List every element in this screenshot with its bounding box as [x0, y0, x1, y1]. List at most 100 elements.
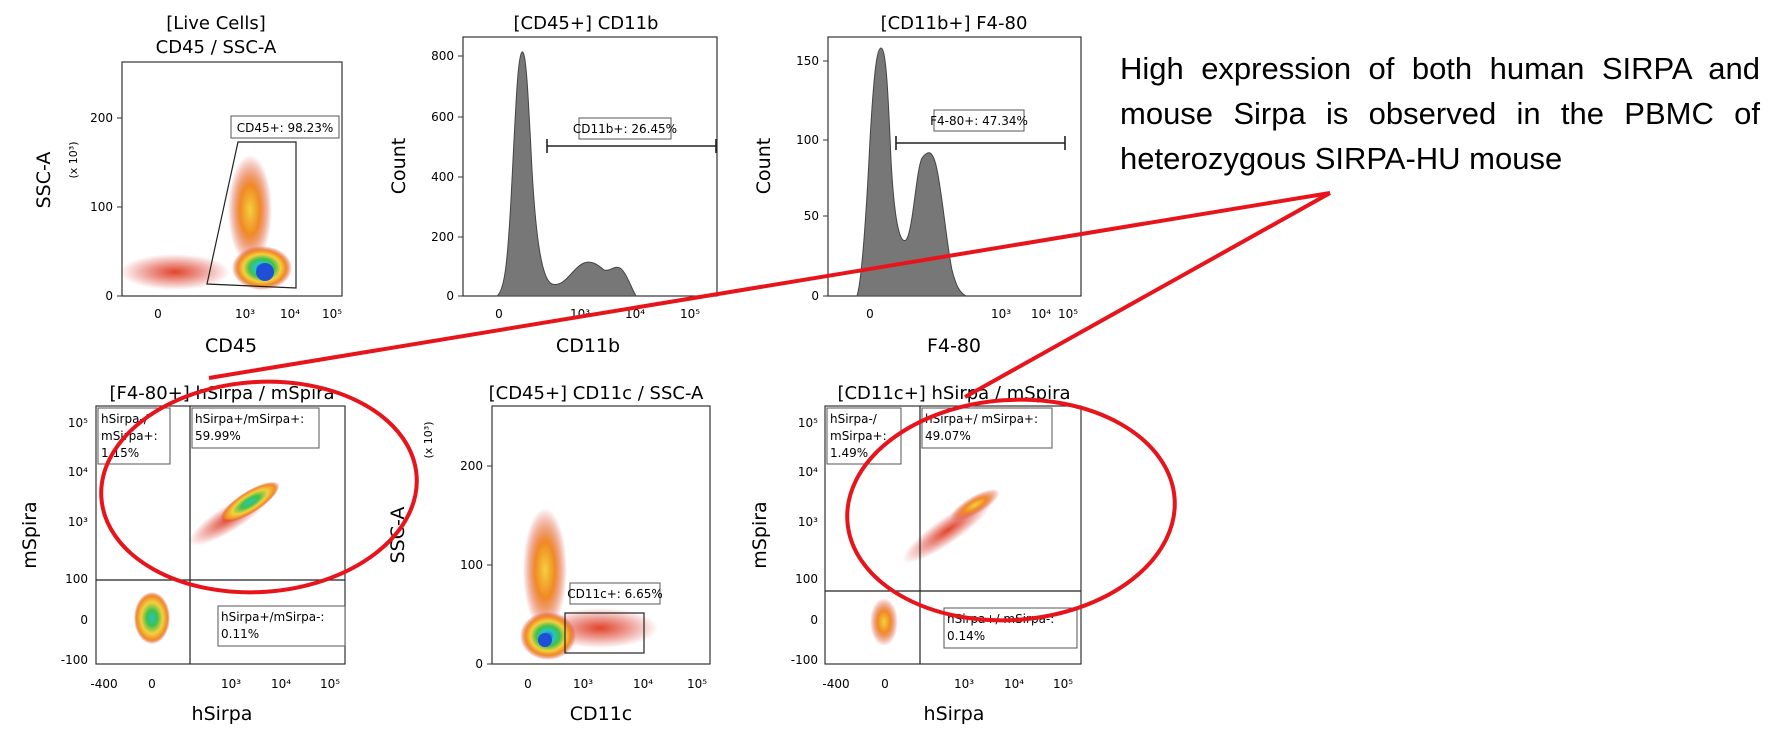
highlight-callouts: [99, 191, 1331, 623]
x-tick-label: 10⁴: [271, 677, 291, 691]
gate-label-box: [191, 407, 320, 449]
x-tick-label: -400: [822, 677, 849, 691]
x-tick-label: 10⁴: [1004, 677, 1024, 691]
panel-cd11c-ssca: [CD45+] CD11c / SSC-A SSC-A (x 10³) 0 10…: [387, 383, 711, 725]
panel-title-line1: [CD45+] CD11b: [514, 13, 659, 34]
y-tick-label: 10³: [798, 515, 818, 529]
gate-label: hSirpa+/mSirpa-:: [221, 610, 324, 624]
x-axis-label: F4-80: [927, 335, 981, 357]
y-tick-label: 0: [811, 289, 819, 303]
gate-label: hSirpa-/: [830, 412, 878, 426]
y-ticks: 0 100 200: [90, 111, 122, 303]
density-cloud: [520, 508, 658, 660]
callout-line-left: [208, 191, 1331, 380]
y-ticks: 0 100 200: [460, 459, 492, 671]
gate-label: 1.15%: [101, 446, 139, 460]
gate-label-box: [921, 407, 1053, 449]
highlight-ellipse-right: [845, 397, 1177, 623]
panel-title-line1: [CD11b+] F4-80: [881, 13, 1028, 34]
y-ticks: 0 200 400 600 800: [431, 49, 463, 303]
panel-f480-hsirpa-mspira: [F4-80+] hSirpa / mSpira mSpira -100 0 1…: [19, 383, 346, 725]
x-tick-label: 10³: [954, 677, 974, 691]
x-tick-label: 10⁴: [1031, 307, 1051, 321]
y-axis-label: mSpira: [749, 501, 771, 568]
x-tick-label: 0: [495, 307, 503, 321]
y-tick-label: -100: [791, 653, 818, 667]
density-cloud: [120, 155, 292, 290]
y-tick-label: 0: [105, 289, 113, 303]
gate-label: hSirpa-/: [101, 412, 149, 426]
gate-label: F4-80+: 47.34%: [930, 114, 1028, 128]
x-tick-label: 10⁵: [680, 307, 700, 321]
y-tick-label: 150: [796, 54, 819, 68]
y-axis-unit: (x 10³): [422, 422, 435, 459]
panel-cd11b-histogram: [CD45+] CD11b Count 0 200 400 600 800 0 …: [388, 13, 718, 357]
annotation-text: High expression of both human SIRPA and …: [1120, 51, 1760, 176]
y-tick-label: 0: [446, 289, 454, 303]
panel-title-line1: [Live Cells]: [166, 13, 266, 34]
x-tick-label: 10⁴: [633, 677, 653, 691]
y-tick-label: 10⁵: [798, 416, 818, 430]
y-axis-label: SSC-A: [33, 152, 55, 209]
y-axis-label: mSpira: [19, 501, 41, 568]
histogram-area: [495, 51, 637, 297]
x-tick-label: 10³: [991, 307, 1011, 321]
gate-label: hSirpa+/ mSirpa+:: [925, 412, 1038, 426]
gate-label-box: [578, 117, 672, 140]
x-ticks: 0 10³ 10⁴ 10⁵: [154, 307, 342, 321]
gate-label: 1.49%: [830, 446, 868, 460]
plot-frame: [462, 36, 718, 297]
density-cloud: [134, 481, 280, 644]
x-tick-label: 10⁵: [322, 307, 342, 321]
y-tick-label: 10⁴: [798, 465, 818, 479]
gate-label-box: [217, 605, 346, 647]
x-tick-label: -400: [90, 677, 117, 691]
y-tick-label: 100: [795, 572, 818, 586]
x-tick-label: 0: [154, 307, 162, 321]
gate-polygon: [206, 141, 297, 289]
gate-label: CD11c+: 6.65%: [567, 587, 663, 601]
gate-label: hSirpa+/mSirpa+:: [195, 412, 304, 426]
panel-title-line1: [CD45+] CD11c / SSC-A: [489, 383, 704, 404]
y-tick-label: 200: [431, 230, 454, 244]
callout-line-right: [964, 191, 1331, 399]
x-axis-label: hSirpa: [192, 703, 253, 725]
histogram-area: [856, 47, 967, 297]
x-tick-label: 0: [148, 677, 156, 691]
y-tick-label: 600: [431, 110, 454, 124]
highlight-ellipse-left: [99, 379, 419, 595]
x-tick-label: 10⁵: [320, 677, 340, 691]
x-ticks: -400 0 10³ 10⁴ 10⁵: [822, 677, 1073, 691]
gate-label: CD11b+: 26.45%: [573, 122, 677, 136]
y-axis-unit: (x 10³): [67, 142, 80, 179]
gate-label: mSirpa+:: [101, 429, 158, 443]
panel-cd11c-hsirpa-mspira: [CD11c+] hSirpa / mSpira mSpira -100 0 1…: [749, 383, 1082, 725]
gate-label: CD45+: 98.23%: [237, 121, 334, 135]
y-tick-label: 100: [796, 133, 819, 147]
x-ticks: -400 0 10³ 10⁴ 10⁵: [90, 677, 340, 691]
y-tick-label: -100: [61, 653, 88, 667]
gate-label: 0.11%: [221, 627, 259, 641]
y-axis-label: Count: [753, 138, 775, 194]
y-tick-label: 0: [810, 613, 818, 627]
x-tick-label: 10⁵: [1058, 307, 1078, 321]
y-tick-label: 400: [431, 170, 454, 184]
gate-label-box: [230, 115, 340, 139]
y-tick-label: 10⁴: [68, 465, 88, 479]
y-tick-label: 50: [804, 209, 819, 223]
panel-f480-histogram: [CD11b+] F4-80 Count 0 50 100 150 0 10³ …: [753, 13, 1082, 357]
density-cloud: [870, 488, 1000, 646]
y-tick-label: 800: [431, 49, 454, 63]
y-ticks: -100 0 100 10³ 10⁴ 10⁵: [61, 416, 88, 667]
y-tick-label: 0: [80, 613, 88, 627]
panel-title-line1: [F4-80+] hSirpa / mSpira: [109, 383, 334, 404]
x-ticks: 0 10³ 10⁴ 10⁵: [866, 307, 1078, 321]
plot-frame: [121, 61, 343, 297]
y-tick-label: 10³: [68, 515, 88, 529]
x-tick-label: 10⁵: [687, 677, 707, 691]
y-tick-label: 0: [475, 657, 483, 671]
y-tick-label: 10⁵: [68, 416, 88, 430]
y-axis-label: Count: [388, 138, 410, 194]
plot-frame: [95, 405, 346, 665]
